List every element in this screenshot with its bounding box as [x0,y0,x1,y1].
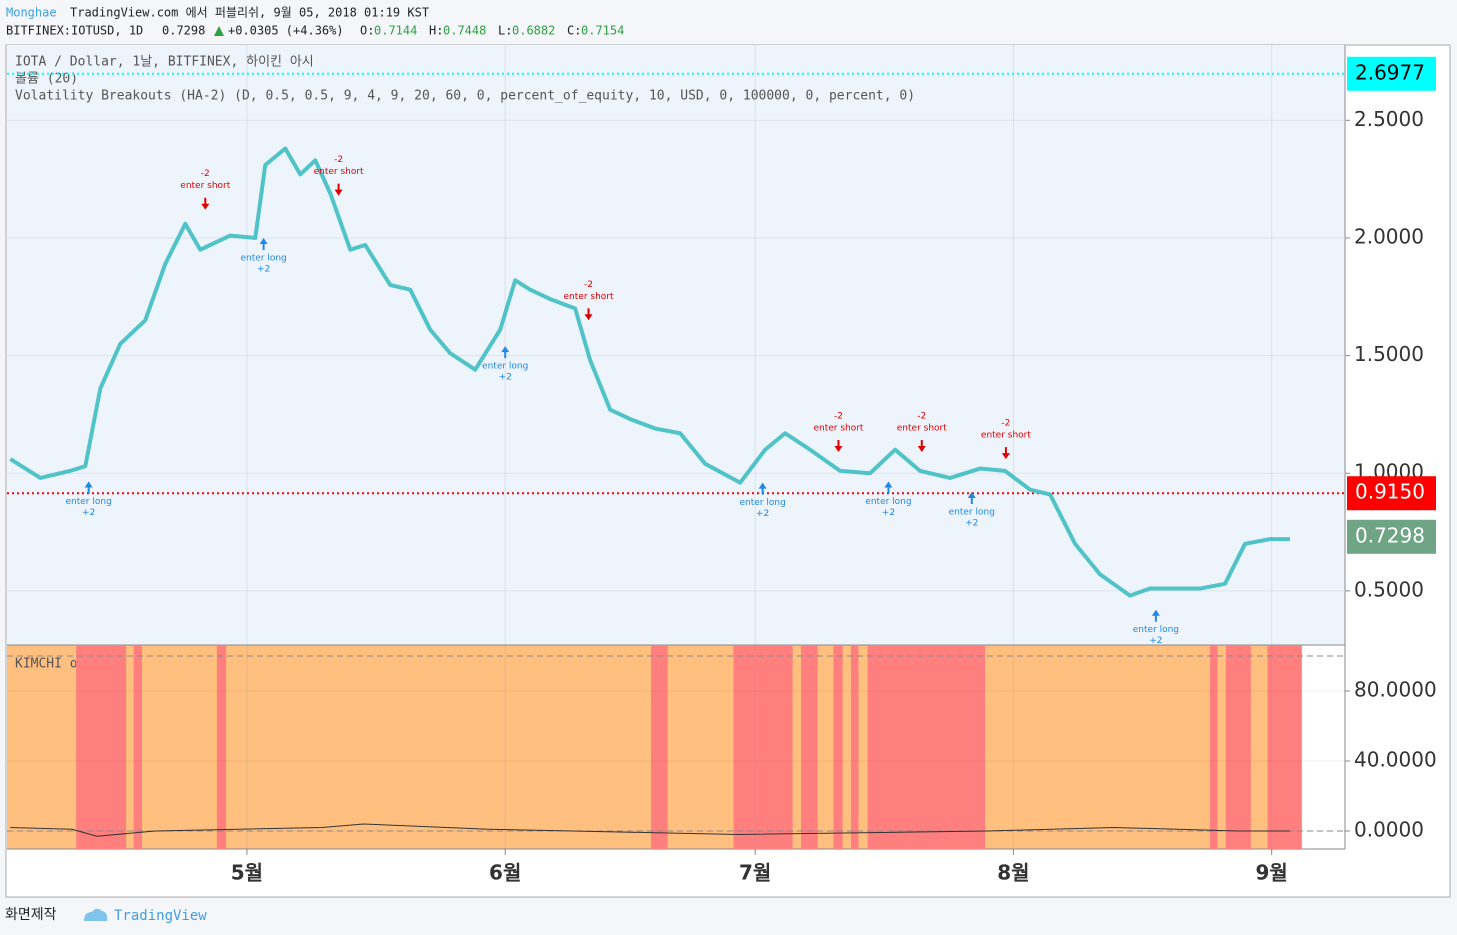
ohlc-value: 0.6882 [512,24,555,38]
signal-arrow [758,482,767,495]
y-tick-label: 1.5000 [1354,342,1424,366]
price-label: 2.6977 [1355,60,1425,84]
series-line [9,146,1291,598]
signal-qty: +2 [882,508,895,518]
brand[interactable]: TradingView [114,908,207,924]
signal-qty: +2 [257,264,270,274]
signal-qty: +2 [1149,636,1162,646]
series-line [10,823,1291,837]
signal-label: enter long [1133,625,1179,635]
signal-arrow [1001,447,1010,460]
caption: 화면제작 [5,907,57,923]
price-label: 0.9150 [1355,480,1425,504]
ohlc-value: 0.7144 [374,24,417,38]
signal-label: enter short [813,424,863,434]
signal-qty: +2 [965,519,978,529]
signal-label: enter long [739,498,785,508]
signal-arrow [967,492,976,505]
legend-line: 볼륨 (20) [15,72,78,87]
highlight-span [733,645,793,849]
highlight-span [850,645,859,849]
x-tick-label: 5월 [231,861,263,885]
ohlc-label: H: [429,24,443,38]
signal-arrow [884,481,893,494]
highlight-span [1267,645,1302,849]
signal-arrow [334,183,343,196]
up-icon [214,26,224,36]
x-tick-label: 8월 [997,861,1029,885]
symbol: BITFINEX:IOTUSD, 1D [6,24,143,38]
signal-qty: -2 [201,169,210,179]
signal-label: enter short [564,292,614,302]
highlight-span [133,645,142,849]
ohlc-label: L: [498,24,512,38]
signal-label: enter long [949,508,995,518]
price-pane [7,45,1345,645]
ohlc-value: 0.7448 [443,24,486,38]
signal-label: enter long [865,497,911,507]
signal-label: enter long [65,497,111,507]
price-label: 0.7298 [1355,523,1425,547]
signal-arrow [917,440,926,453]
signal-qty: +2 [82,508,95,518]
signal-qty: -2 [917,412,926,422]
brand-logo [84,908,108,921]
signal-qty: -2 [834,412,843,422]
signal-arrow [84,481,93,494]
signal-arrow [834,440,843,453]
x-tick-label: 9월 [1256,861,1288,885]
y-tick-label: 80.0000 [1354,678,1437,702]
y-tick-label: 2.0000 [1354,224,1424,248]
signal-label: enter long [482,362,528,372]
ohlc-label: O: [360,24,374,38]
published: TradingView.com 에서 퍼블리쉬, 9월 05, 2018 01:… [70,6,429,20]
author[interactable]: Monghae [6,6,57,20]
signal-label: enter short [897,424,947,434]
price-label-box [1347,56,1436,91]
signal-qty: +2 [499,373,512,383]
signal-qty: -2 [334,155,343,165]
ohlc-value: 0.7154 [581,24,624,38]
ohlc-label: C: [567,24,581,38]
signal-qty: +2 [756,509,769,519]
highlight-span [867,645,986,849]
highlight-span [651,645,668,849]
highlight-span [833,645,843,849]
signal-label: enter short [981,431,1031,441]
signal-qty: -2 [584,280,593,290]
signal-qty: -2 [1001,419,1010,429]
signal-arrow [1151,609,1160,622]
signal-label: enter short [180,181,230,191]
highlight-span [1225,645,1251,849]
y-tick-label: 0.0000 [1354,817,1424,841]
y-tick-label: 0.5000 [1354,577,1424,601]
x-tick-label: 6월 [489,861,521,885]
highlight-span [800,645,818,849]
price-label-box [1347,476,1436,511]
highlight-span [1210,645,1218,849]
signal-arrow [259,237,268,250]
highlight-span [216,645,227,849]
change: +0.0305 (+4.36%) [228,24,344,38]
signal-arrow [501,346,510,359]
last-price: 0.7298 [162,24,205,38]
y-tick-label: 40.0000 [1354,747,1437,771]
signal-label: enter long [240,253,286,263]
price-label-box [1347,519,1436,554]
highlight-span [76,645,127,849]
legend-line: IOTA / Dollar, 1날, BITFINEX, 하이킨 아시 [15,55,314,70]
signal-arrow [584,308,593,321]
x-tick-label: 7월 [739,861,771,885]
y-tick-label: 2.5000 [1354,107,1424,131]
legend-line: Volatility Breakouts (HA-2) (D, 0.5, 0.5… [15,89,915,104]
signal-label: enter short [314,167,364,177]
signal-arrow [201,197,210,210]
